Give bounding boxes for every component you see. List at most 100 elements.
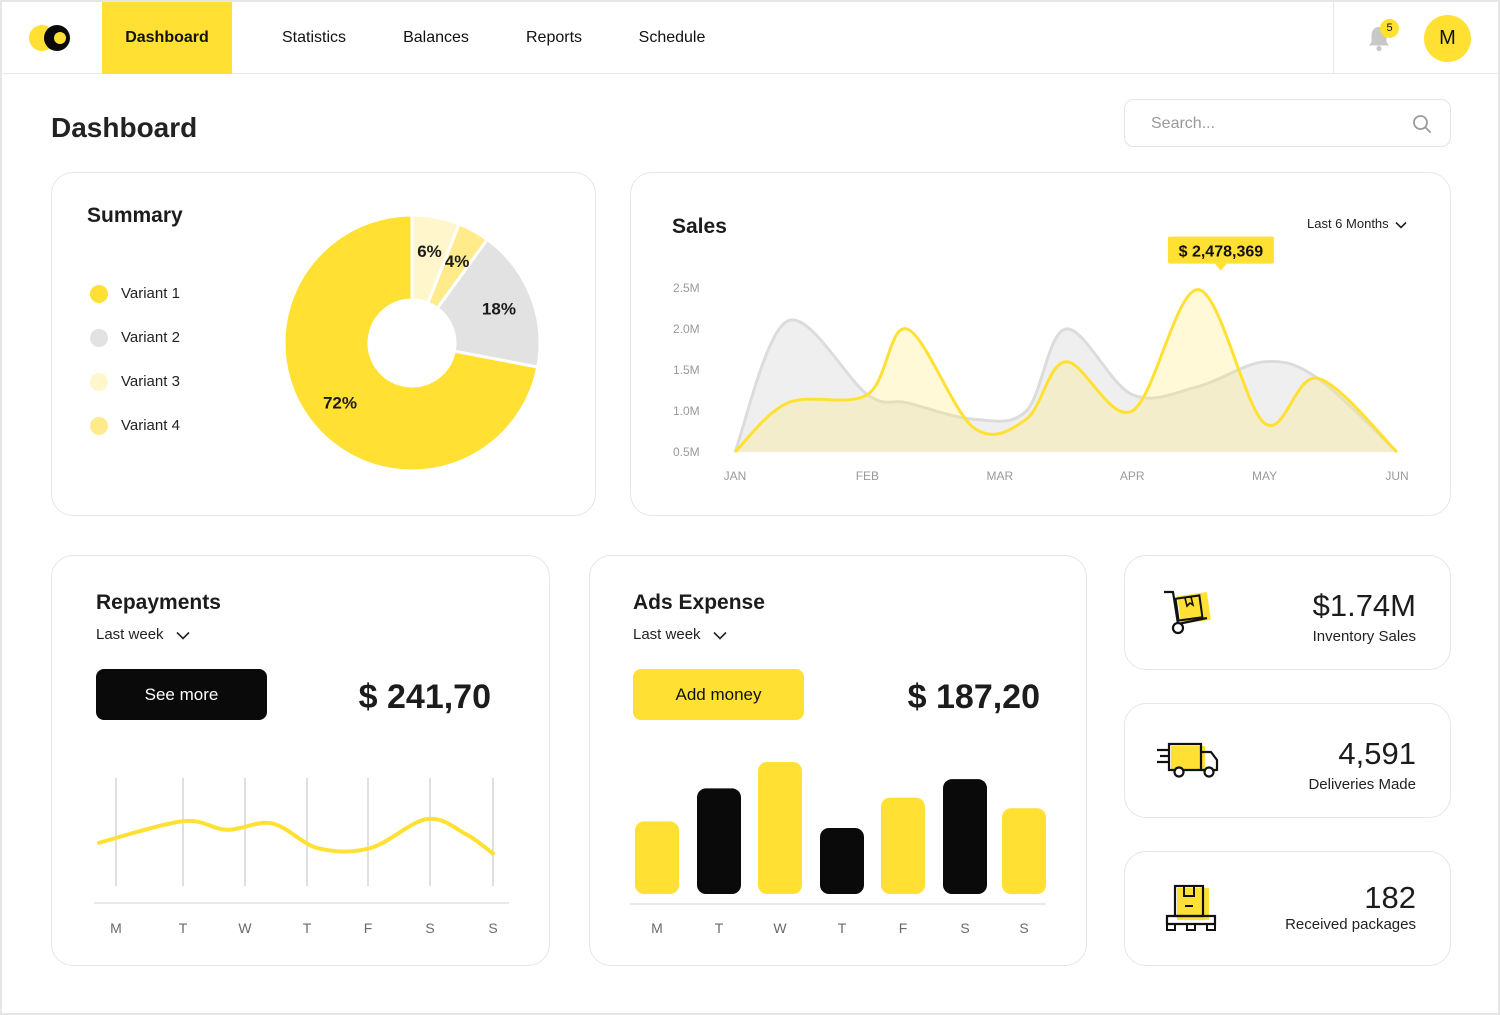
legend-label: Variant 1: [121, 285, 180, 302]
x-axis-tick-label: FEB: [856, 469, 879, 483]
donut-slice-label: 6%: [417, 242, 442, 261]
chevron-down-icon: [175, 631, 190, 640]
see-more-button[interactable]: See more: [96, 669, 267, 720]
nav-statistics[interactable]: Statistics: [281, 29, 346, 46]
legend-label: Variant 4: [121, 417, 180, 434]
ads-x-label: T: [838, 920, 847, 936]
stat-card-received-packages: 182 Received packages: [1124, 851, 1451, 966]
repayments-line: [97, 816, 495, 856]
brand-logo-icon[interactable]: [28, 24, 76, 52]
inventory-sales-value: $1.74M: [1312, 588, 1416, 623]
nav-balances[interactable]: Balances: [403, 29, 469, 46]
ads-x-label: F: [899, 920, 908, 936]
search-box: [1124, 99, 1451, 147]
donut-slice: [410, 213, 462, 305]
donut-slice-label: 4%: [445, 252, 470, 271]
sales-title: Sales: [672, 215, 727, 238]
legend-dot: [90, 417, 108, 435]
x-axis-tick-label: MAY: [1252, 469, 1277, 483]
sales-area-chart: 2.5M 2.0M 1.5M 1.0M 0.5M JAN FEB MAR APR MAY JUN $ …: [673, 236, 1409, 483]
repayments-x-label: W: [238, 920, 252, 936]
y-axis-tick-label: 0.5M: [673, 445, 700, 459]
nav-schedule[interactable]: Schedule: [638, 29, 706, 46]
ads-expense-bar: [635, 821, 679, 894]
y-axis-tick-label: 1.0M: [673, 404, 700, 418]
user-avatar[interactable]: M: [1424, 15, 1471, 62]
search-input[interactable]: [1151, 112, 1401, 136]
notification-count-badge: 5: [1380, 19, 1399, 38]
donut-slice: [282, 213, 540, 473]
ads-period-dropdown[interactable]: Last week: [633, 626, 727, 643]
legend-dot: [90, 373, 108, 391]
ads-x-label: S: [1019, 920, 1028, 936]
ads-expense-title: Ads Expense: [633, 591, 765, 614]
ads-expense-bar: [758, 762, 802, 894]
sales-series-area: [735, 319, 1397, 452]
summary-title: Summary: [87, 204, 183, 227]
y-axis-tick-label: 2.0M: [673, 322, 700, 336]
ads-expense-amount: $ 187,20: [907, 678, 1040, 716]
y-axis-tick-label: 2.5M: [673, 281, 700, 295]
donut-slice: [435, 237, 542, 369]
nav-reports[interactable]: Reports: [525, 29, 583, 46]
nav-dashboard[interactable]: Dashboard: [102, 2, 232, 74]
summary-donut-chart: 72% 18% 4%6%: [282, 213, 542, 473]
ads-period-label: Last week: [633, 626, 701, 643]
deliveries-value: 4,591: [1338, 736, 1416, 771]
nav-divider: [1333, 2, 1334, 74]
repayments-card: Repayments Last week See more $ 241,70 M…: [51, 555, 550, 966]
legend-dot: [90, 285, 108, 303]
sales-highlight-pointer: [1214, 263, 1227, 271]
sales-card: Sales Last 6 Months 2.5M 2.0M 1.5M 1.0M 0.5M…: [630, 172, 1451, 516]
repayments-period-dropdown[interactable]: Last week: [96, 626, 190, 643]
ads-expense-bar: [1002, 808, 1046, 894]
sales-series-line: [733, 288, 1399, 454]
repayments-x-label: F: [364, 920, 373, 936]
ads-expense-bar: [697, 788, 741, 894]
repayments-x-label: T: [179, 920, 188, 936]
repayments-period-label: Last week: [96, 626, 164, 643]
ads-expense-bar: [881, 797, 925, 894]
sales-period-dropdown[interactable]: Last 6 Months: [1307, 216, 1407, 231]
stat-card-inventory-sales: $1.74M Inventory Sales: [1124, 555, 1451, 670]
sales-highlight-label: $ 2,478,369: [1179, 244, 1264, 261]
add-money-button[interactable]: Add money: [633, 669, 804, 720]
search-icon[interactable]: [1412, 114, 1432, 134]
chevron-down-icon: [712, 631, 727, 640]
x-axis-tick-label: JUN: [1385, 469, 1408, 483]
repayments-x-label: S: [488, 920, 497, 936]
sales-period-label: Last 6 Months: [1307, 216, 1389, 231]
package-pallet-icon: [1165, 884, 1217, 931]
ads-x-label: T: [715, 920, 724, 936]
repayments-x-label: S: [425, 920, 434, 936]
x-axis-tick-label: MAR: [986, 469, 1013, 483]
donut-slice-label: 18%: [482, 300, 516, 319]
ads-x-label: S: [960, 920, 969, 936]
x-axis-tick-label: APR: [1120, 469, 1145, 483]
legend-dot: [90, 329, 108, 347]
summary-card: Summary Variant 1 Variant 2 Variant 3 Va…: [51, 172, 596, 516]
ads-expense-bar: [943, 779, 987, 894]
received-packages-label: Received packages: [1285, 916, 1416, 933]
legend-label: Variant 3: [121, 373, 180, 390]
repayments-x-label: T: [303, 920, 312, 936]
stat-card-deliveries: 4,591 Deliveries Made: [1124, 703, 1451, 818]
y-axis-tick-label: 1.5M: [673, 363, 700, 377]
ads-expense-card: Ads Expense Last week Add money $ 187,20…: [589, 555, 1087, 966]
x-axis-tick-label: JAN: [724, 469, 747, 483]
ads-x-label: M: [651, 920, 663, 936]
legend-label: Variant 2: [121, 329, 180, 346]
repayments-amount: $ 241,70: [358, 678, 491, 716]
chevron-down-icon: [1395, 221, 1407, 229]
sales-highlight-tooltip: [1167, 236, 1274, 264]
repayments-x-label: M: [110, 920, 122, 936]
sales-series-area: [735, 289, 1397, 452]
repayments-title: Repayments: [96, 591, 221, 614]
received-packages-value: 182: [1364, 880, 1416, 915]
top-navigation: Dashboard Statistics Balances Reports Sc…: [2, 2, 1498, 74]
donut-slice-label: 72%: [323, 394, 357, 413]
delivery-truck-icon: [1157, 742, 1219, 778]
